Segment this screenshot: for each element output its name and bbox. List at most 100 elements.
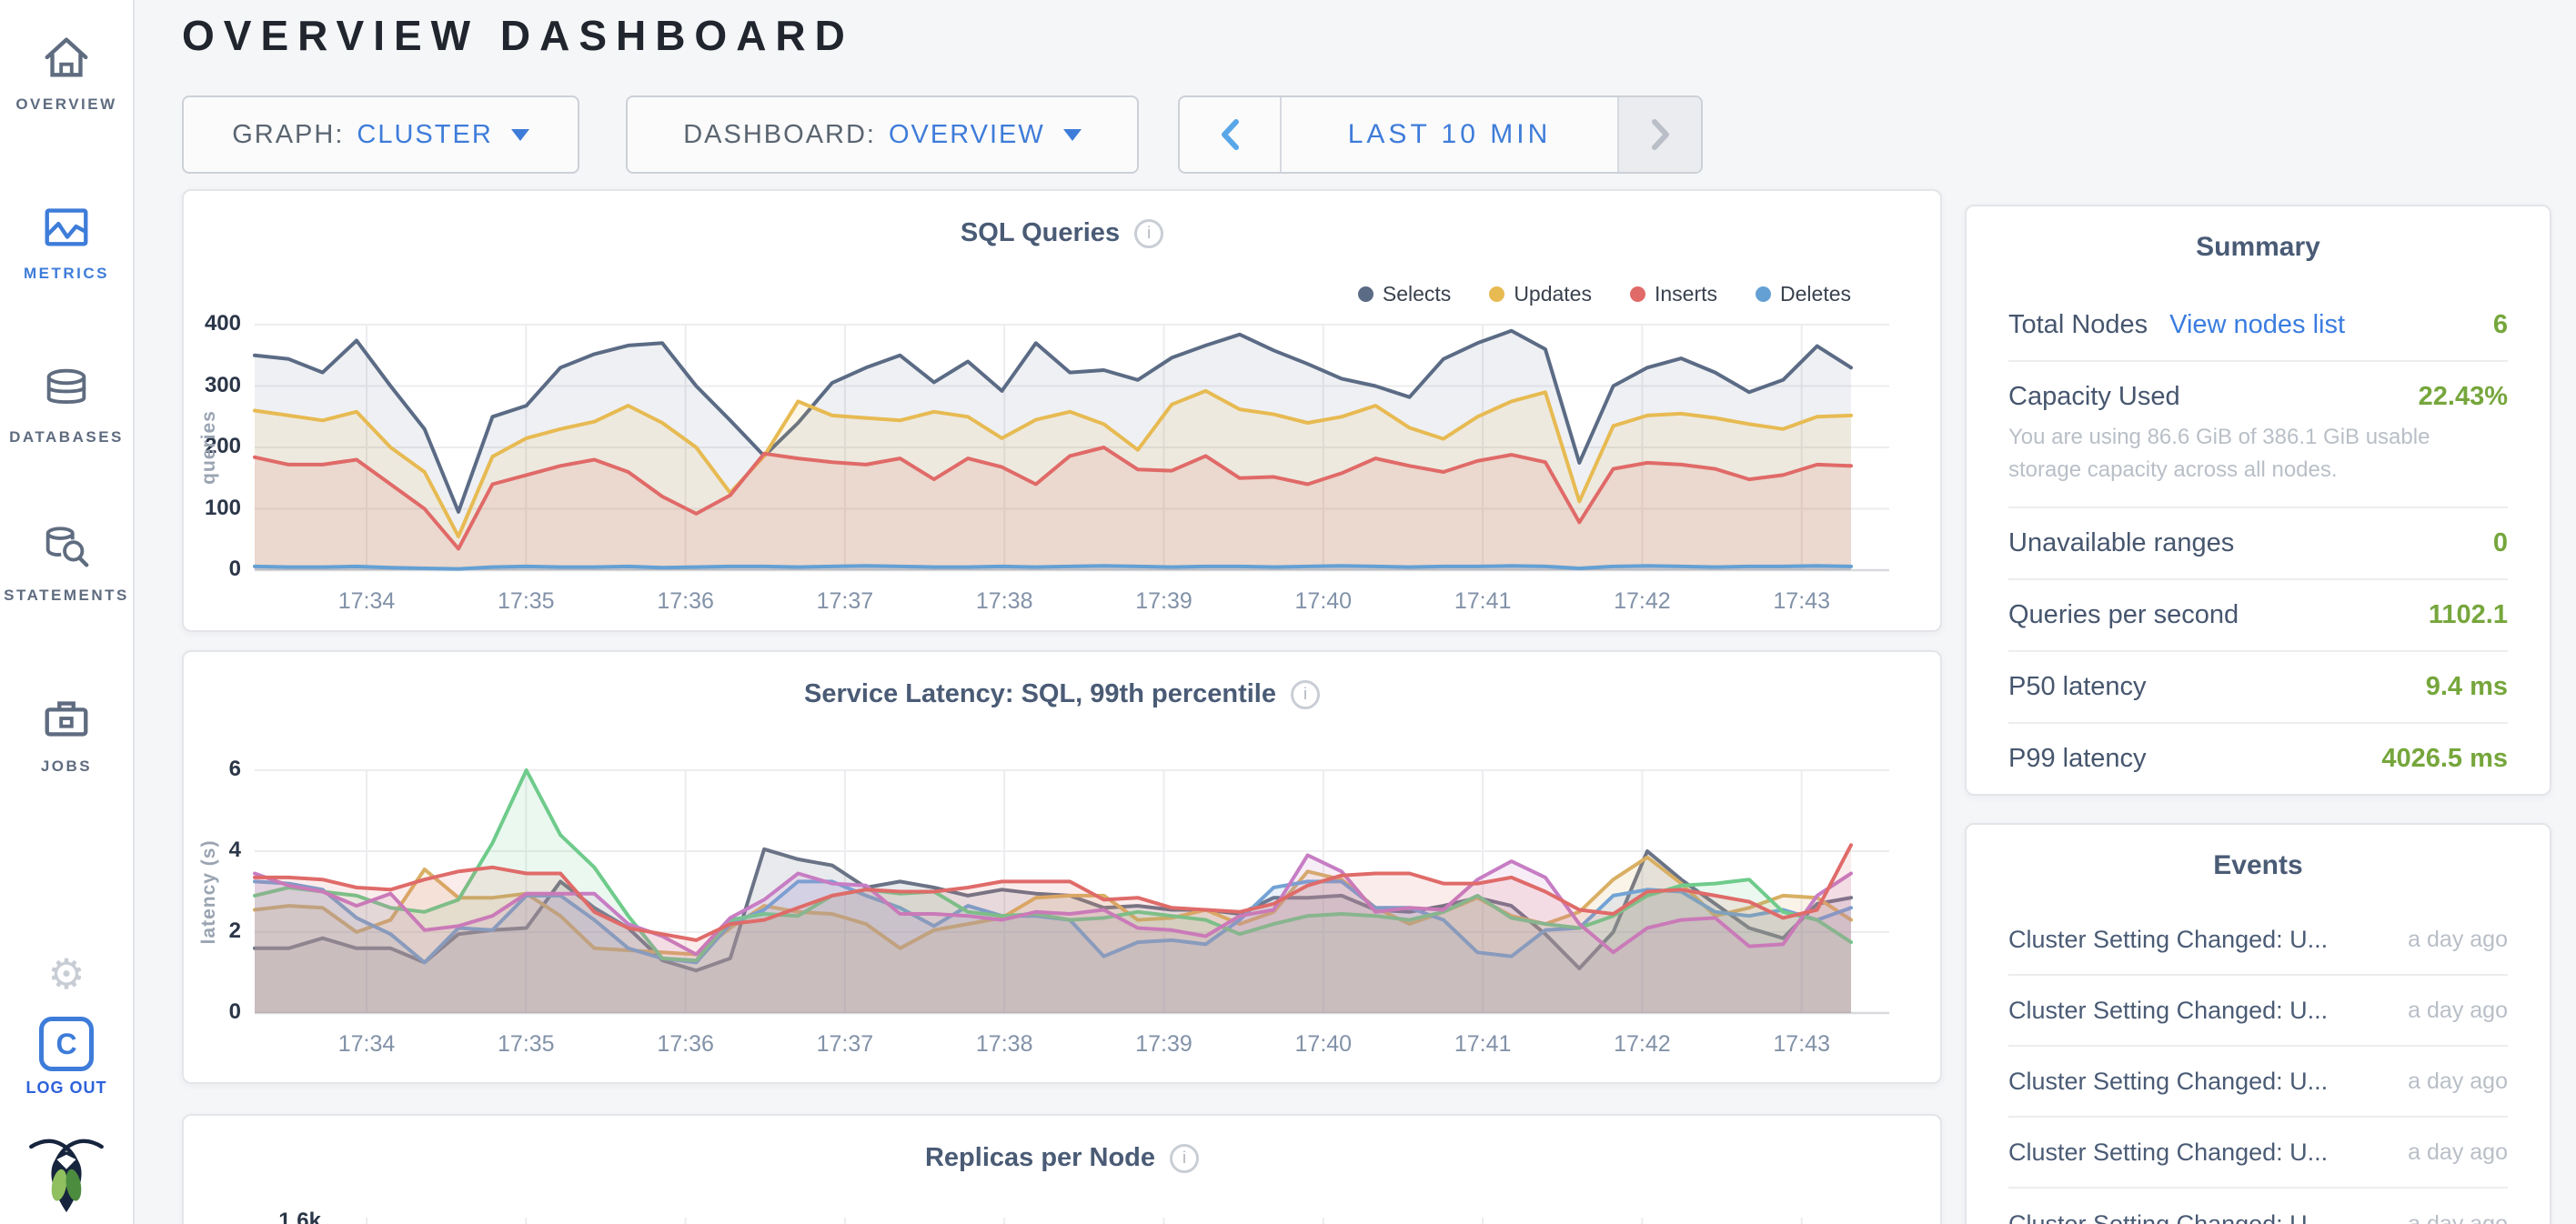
sidebar-item-jobs[interactable]: JOBS xyxy=(0,693,133,776)
summary-row-line: Unavailable ranges 0 xyxy=(2008,528,2508,558)
summary-row-label: P50 latency xyxy=(2008,672,2147,701)
x-axis-tick: 17:42 xyxy=(1614,588,1671,614)
graph-dropdown-label: GRAPH: xyxy=(232,119,345,149)
summary-row-label: Total Nodes xyxy=(2008,310,2148,339)
summary-row: Unavailable ranges 0 xyxy=(2008,507,2508,578)
service-latency-chart[interactable]: 17:34 17:35 17:36 17:37 17:38 17:39 17:40 17:41… xyxy=(184,652,1940,1082)
summary-row-value: 22.43% xyxy=(2418,382,2508,411)
chart-legend: Selects Updates Inserts Deletes xyxy=(1357,282,1851,306)
summary-panel: Summary Total Nodes View nodes list 6 Capac… xyxy=(1965,205,2551,796)
y-axis-tick: 4 xyxy=(228,838,241,862)
y-axis-tick: 0 xyxy=(228,999,241,1024)
sidebar-item-logout[interactable]: C LOG OUT xyxy=(0,1017,133,1098)
summary-row: Queries per second 1102.1 xyxy=(2008,578,2508,650)
service-latency-card: Service Latency: SQL, 99th percentile i 1… xyxy=(182,650,1942,1084)
metrics-icon xyxy=(40,200,93,253)
legend-label: Updates xyxy=(1514,282,1592,306)
legend-dot xyxy=(1756,286,1772,302)
sidebar-item-label: METRICS xyxy=(24,265,109,282)
legend-item[interactable]: Updates xyxy=(1489,282,1592,306)
gear-icon[interactable]: ⚙ xyxy=(47,949,86,998)
x-axis-tick: 17:36 xyxy=(657,1031,714,1057)
y-axis-tick: 1.6k xyxy=(278,1209,321,1224)
event-time: a day ago xyxy=(2408,1210,2508,1224)
legend-label: Deletes xyxy=(1780,282,1851,306)
legend-label: Selects xyxy=(1382,282,1452,306)
legend-item[interactable]: Inserts xyxy=(1629,282,1718,306)
x-axis-tick: 17:39 xyxy=(1135,1031,1192,1057)
x-axis-tick: 17:38 xyxy=(975,1031,1033,1057)
chevron-left-icon xyxy=(1222,119,1239,150)
sidebar: OVERVIEW METRICS DATABASES STATEMENTS JOBS ⚙… xyxy=(0,0,135,1224)
legend-item[interactable]: Selects xyxy=(1357,282,1452,306)
event-title: Cluster Setting Changed: U... xyxy=(2008,1067,2329,1095)
summary-row-label: Unavailable ranges xyxy=(2008,528,2235,557)
chevron-right-icon xyxy=(1652,119,1669,150)
summary-row-line: Total Nodes View nodes list 6 xyxy=(2008,310,2508,340)
legend-item[interactable]: Deletes xyxy=(1756,282,1851,306)
events-title: Events xyxy=(2213,850,2303,880)
sidebar-item-metrics[interactable]: METRICS xyxy=(0,200,133,283)
events-panel: Events Cluster Setting Changed: U... a da… xyxy=(1965,823,2551,1224)
summary-row-value: 4026.5 ms xyxy=(2381,744,2508,773)
event-title: Cluster Setting Changed: U... xyxy=(2008,996,2329,1024)
jobs-icon xyxy=(40,693,93,746)
chart-title: Service Latency: SQL, 99th percentile xyxy=(804,679,1276,708)
x-axis-tick: 17:42 xyxy=(1614,1031,1671,1057)
y-axis-tick: 0 xyxy=(228,557,241,581)
event-row: Cluster Setting Changed: U... a day ago xyxy=(2008,976,2508,1047)
summary-link[interactable]: View nodes list xyxy=(2169,310,2346,339)
replicas-per-node-card: Replicas per Node i 1.6k xyxy=(182,1114,1942,1224)
event-time: a day ago xyxy=(2408,997,2508,1023)
sidebar-item-label: DATABASES xyxy=(9,428,124,446)
event-title: Cluster Setting Changed: U... xyxy=(2008,925,2329,953)
x-axis-tick: 17:39 xyxy=(1135,588,1192,614)
event-time: a day ago xyxy=(2408,926,2508,952)
dashboard-dropdown[interactable]: DASHBOARD: OVERVIEW xyxy=(626,95,1139,174)
time-range-button[interactable]: LAST 10 MIN xyxy=(1282,97,1617,172)
x-axis-tick: 17:38 xyxy=(975,588,1033,614)
x-axis-tick: 17:35 xyxy=(498,588,555,614)
x-axis-tick: 17:36 xyxy=(657,588,714,614)
sidebar-item-statements[interactable]: STATEMENTS xyxy=(0,522,133,605)
event-time: a day ago xyxy=(2408,1139,2508,1165)
legend-dot xyxy=(1629,286,1645,302)
summary-row-line: Capacity Used 22.43% xyxy=(2008,382,2508,412)
home-icon xyxy=(40,31,93,84)
y-axis-title: latency (s) xyxy=(198,839,219,944)
sidebar-item-label: OVERVIEW xyxy=(15,95,117,113)
summary-row-value: 0 xyxy=(2492,528,2508,557)
chart-title: SQL Queries xyxy=(960,218,1121,247)
info-icon[interactable]: i xyxy=(1170,1143,1200,1173)
event-row: Cluster Setting Changed: U... a day ago xyxy=(2008,1189,2508,1224)
x-axis-tick: 17:40 xyxy=(1294,588,1353,614)
sidebar-item-databases[interactable]: DATABASES xyxy=(0,364,133,446)
event-row: Cluster Setting Changed: U... a day ago xyxy=(2008,1118,2508,1189)
legend-dot xyxy=(1489,286,1505,302)
sidebar-item-label: STATEMENTS xyxy=(4,587,129,604)
event-row: Cluster Setting Changed: U... a day ago xyxy=(2008,905,2508,976)
replicas-per-node-chart[interactable] xyxy=(184,1116,1940,1224)
x-axis-tick: 17:43 xyxy=(1773,588,1830,614)
sql-queries-chart[interactable]: 17:34 17:35 17:36 17:37 17:38 17:39 17:40 17:41… xyxy=(184,191,1940,630)
summary-row-value: 9.4 ms xyxy=(2425,672,2508,701)
x-axis-tick: 17:35 xyxy=(498,1031,555,1057)
summary-row-line: P50 latency 9.4 ms xyxy=(2008,672,2508,702)
info-icon[interactable]: i xyxy=(1290,679,1320,709)
sidebar-item-label: JOBS xyxy=(40,757,93,775)
summary-row-line: P99 latency 4026.5 ms xyxy=(2008,744,2508,774)
x-axis-tick: 17:40 xyxy=(1294,1031,1353,1057)
summary-row-line: Queries per second 1102.1 xyxy=(2008,600,2508,630)
summary-row: Total Nodes View nodes list 6 xyxy=(2008,290,2508,360)
sidebar-item-overview[interactable]: OVERVIEW xyxy=(0,31,133,114)
legend-label: Inserts xyxy=(1654,282,1718,306)
x-axis-tick: 17:41 xyxy=(1454,588,1512,614)
time-next-button[interactable] xyxy=(1617,97,1701,172)
page-title: OVERVIEW DASHBOARD xyxy=(182,12,854,59)
summary-row-label: P99 latency xyxy=(2008,744,2147,773)
summary-row-label: Queries per second xyxy=(2008,600,2239,629)
graph-dropdown[interactable]: GRAPH: CLUSTER xyxy=(182,95,579,174)
info-icon[interactable]: i xyxy=(1134,218,1164,248)
chart-title: Replicas per Node xyxy=(924,1143,1156,1172)
time-prev-button[interactable] xyxy=(1180,97,1282,172)
